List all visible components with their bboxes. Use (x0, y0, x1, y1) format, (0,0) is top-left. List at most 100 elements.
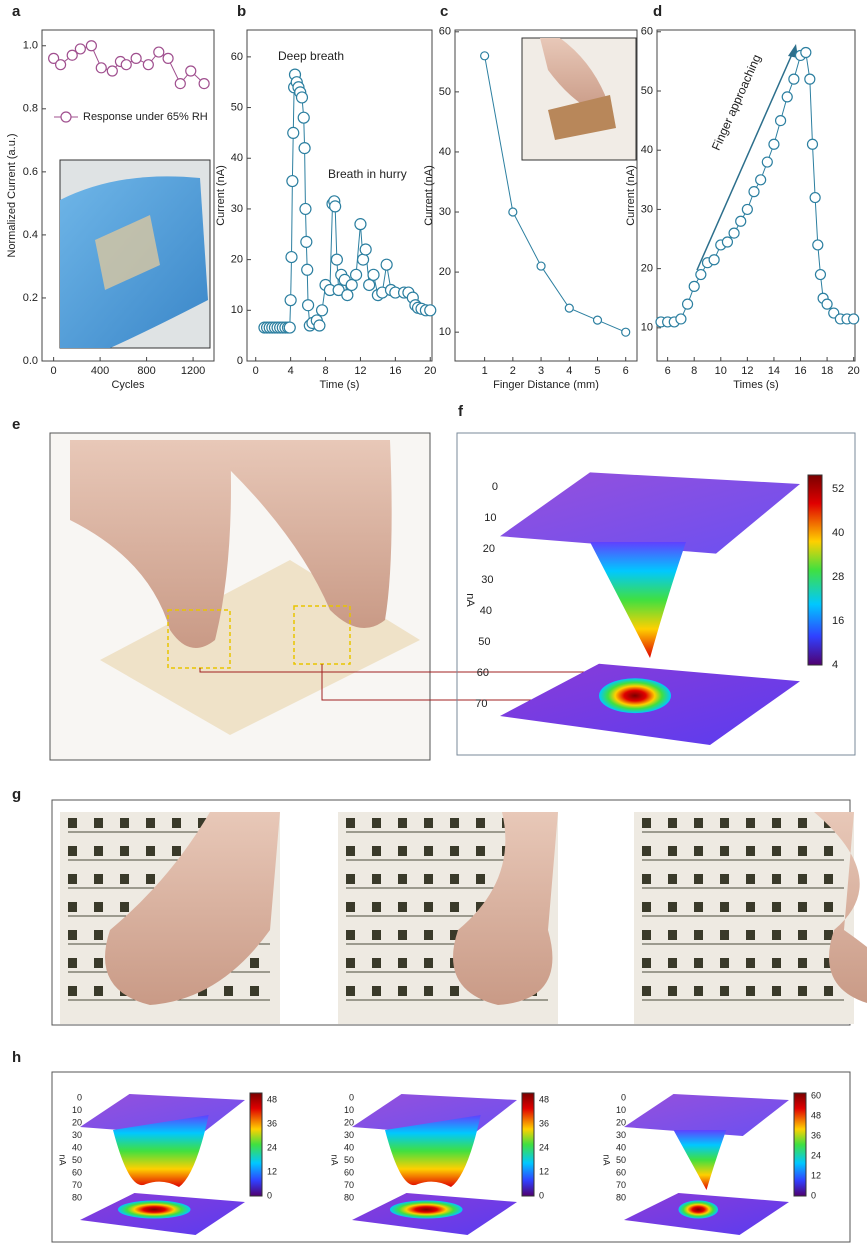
colorbar-tick-label: 12 (811, 1170, 821, 1180)
x-tick-label: 6 (665, 365, 671, 377)
electrode (120, 874, 129, 884)
marker (198, 77, 210, 90)
electrode (824, 846, 833, 856)
marker (688, 280, 700, 292)
marker (788, 73, 800, 85)
electrode (120, 902, 129, 912)
electrode (450, 874, 459, 884)
marker (735, 215, 747, 227)
z-tick-label: 10 (484, 512, 496, 524)
marker (354, 218, 367, 231)
y-tick-label: 0.8 (23, 103, 38, 115)
electrode (398, 930, 407, 940)
colorbar-tick-label: 0 (267, 1190, 272, 1200)
finger (453, 812, 558, 1005)
electrode (824, 874, 833, 884)
z-label: nA (464, 593, 476, 607)
y-tick-label: 10 (231, 304, 243, 316)
x-tick-label: 8 (322, 365, 328, 377)
y-axis-label: Normalized Current (a.u.) (6, 133, 18, 257)
colorbar-tick-label: 48 (811, 1110, 821, 1120)
z-tick-label: 40 (72, 1142, 82, 1152)
electrode (372, 958, 381, 968)
marker (741, 203, 753, 216)
electrode (372, 846, 381, 856)
panel-label: c (440, 3, 448, 20)
z-tick-label: 20 (483, 543, 495, 555)
colorbar-tick-label: 4 (832, 659, 838, 671)
x-tick-label: 4 (288, 365, 294, 377)
colorbar-tick-label: 24 (539, 1142, 549, 1152)
z-tick-label: 50 (616, 1155, 626, 1165)
z-tick-label: 80 (616, 1192, 626, 1202)
colorbar-tick-label: 60 (811, 1090, 821, 1100)
marker (330, 253, 343, 266)
electrode (668, 846, 677, 856)
x-tick-label: 2 (510, 365, 516, 377)
electrode (94, 846, 103, 856)
marker (162, 52, 174, 64)
electrode (424, 958, 433, 968)
electrode (772, 930, 781, 940)
colorbar-tick-label: 52 (832, 483, 844, 495)
colorbar-tick-label: 12 (539, 1166, 549, 1176)
heat-blob (389, 1200, 463, 1219)
electrode (346, 846, 355, 856)
marker (761, 156, 773, 168)
electrode (694, 846, 703, 856)
marker (313, 319, 326, 332)
marker (721, 236, 734, 248)
finger (230, 440, 392, 628)
y-tick-label: 20 (439, 266, 451, 278)
colorbar-tick-label: 36 (267, 1118, 277, 1128)
electrode (642, 958, 651, 968)
marker (536, 261, 546, 271)
electrode (450, 930, 459, 940)
marker (48, 52, 60, 64)
legend-label: Response under 65% RH (83, 111, 208, 123)
electrode (372, 874, 381, 884)
marker (804, 73, 816, 85)
electrode (372, 818, 381, 828)
electrode (398, 986, 407, 996)
marker (349, 268, 363, 281)
z-tick-label: 10 (72, 1105, 82, 1115)
x-tick-label: 14 (768, 365, 780, 377)
colorbar (807, 474, 823, 666)
electrode (798, 958, 807, 968)
electrode (694, 986, 703, 996)
electrode (746, 986, 755, 996)
x-tick-label: 5 (594, 365, 600, 377)
electrode (746, 818, 755, 828)
top-plane (624, 1094, 789, 1136)
marker (480, 51, 490, 61)
marker (341, 289, 354, 302)
electrode (346, 818, 355, 828)
colorbar-tick-label: 24 (267, 1142, 277, 1152)
marker (283, 321, 296, 334)
panel-label: e (12, 416, 20, 433)
electrode (642, 818, 651, 828)
marker (809, 191, 821, 204)
x-tick-label: 10 (715, 365, 727, 377)
marker (295, 91, 309, 104)
electrode (398, 958, 407, 968)
electrode (746, 958, 755, 968)
marker (681, 298, 694, 310)
electrode (824, 930, 833, 940)
z-tick-label: 0 (621, 1092, 626, 1102)
marker (120, 59, 132, 71)
z-tick-label: 30 (72, 1130, 82, 1140)
electrode (694, 874, 703, 884)
electrode (772, 846, 781, 856)
marker (345, 278, 358, 292)
electrode (94, 930, 103, 940)
electrode (772, 902, 781, 912)
colorbar-tick-label: 12 (267, 1166, 277, 1176)
panel-label: b (237, 3, 246, 20)
electrode (668, 902, 677, 912)
z-tick-label: 0 (492, 481, 498, 493)
surface (385, 1115, 481, 1187)
annotation: Deep breath (278, 49, 344, 63)
